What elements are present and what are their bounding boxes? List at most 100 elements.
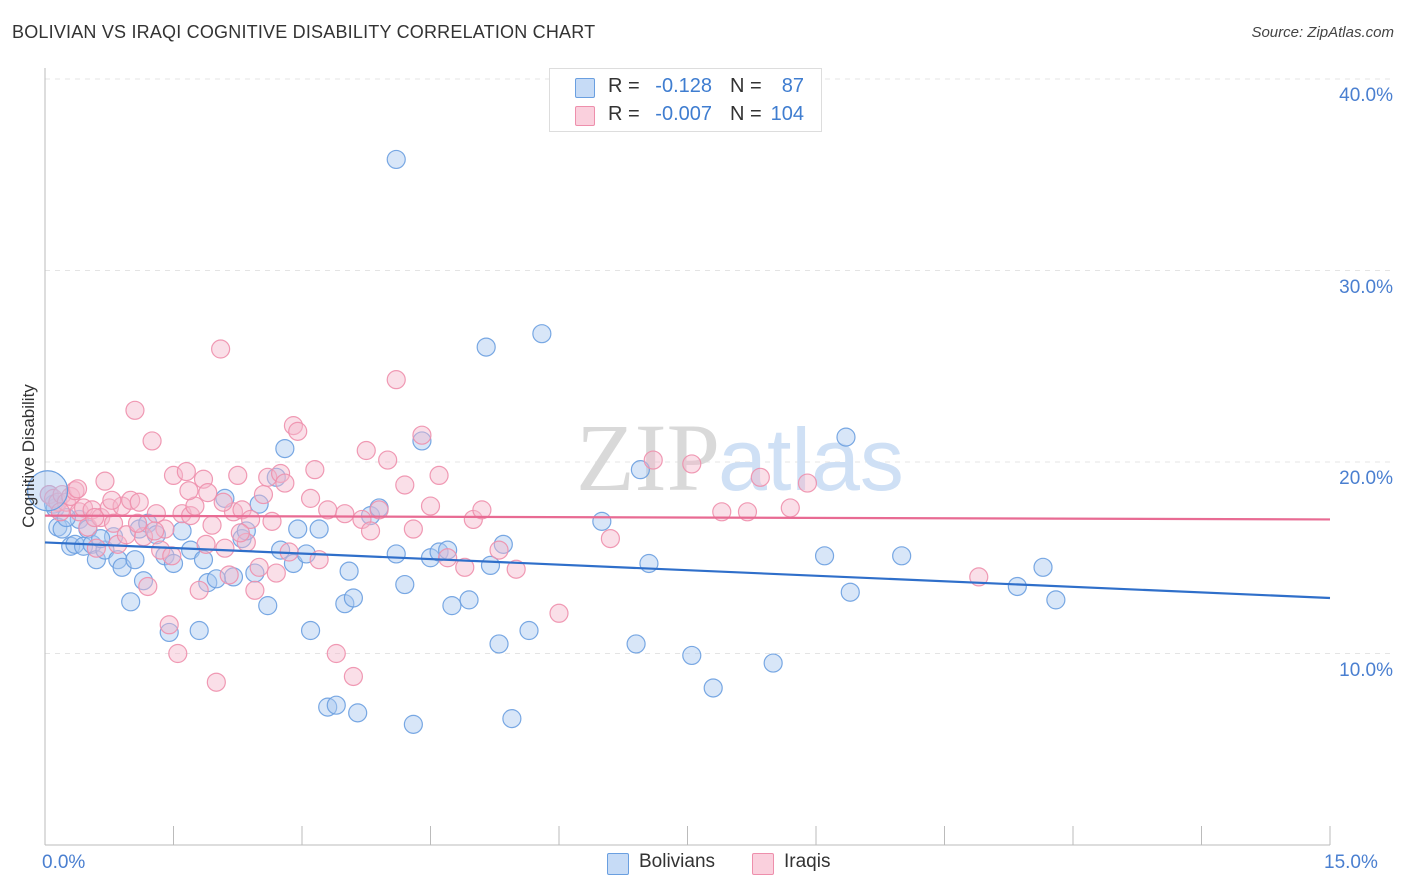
iraqi-point [472, 500, 492, 520]
bolivian-point [412, 431, 432, 451]
bolivian-trend-line [44, 541, 1331, 600]
bolivian-point [348, 703, 368, 723]
iraqi-point [489, 540, 509, 560]
trend-lines [44, 514, 1331, 600]
bolivian-point [592, 511, 612, 531]
bolivian-point [476, 337, 496, 357]
y-tick-label: 10.0% [1339, 659, 1393, 681]
iraqi-point [429, 465, 449, 486]
iraqi-point [67, 479, 88, 499]
iraqi-point [395, 475, 415, 495]
legend-r-label: R = [608, 103, 640, 125]
bolivian-point [763, 653, 783, 673]
bolivian-point [163, 553, 184, 574]
bolivian-point [836, 427, 856, 447]
iraqi-point [85, 507, 105, 528]
iraqi-point [712, 502, 732, 522]
bolivian-point [1007, 576, 1027, 597]
bolivian-point [703, 678, 723, 698]
iraqi-point [202, 515, 222, 535]
bolivian-point [125, 550, 145, 570]
bolivian-point [275, 438, 295, 459]
bolivian-point [258, 596, 278, 616]
iraqi-point [241, 509, 261, 530]
bolivian-point [1046, 590, 1066, 610]
iraqi-point [142, 431, 162, 451]
bolivian-point-large [26, 470, 69, 512]
iraqi-point [215, 538, 235, 558]
iraqi-point [168, 643, 188, 664]
bolivian-point [395, 574, 415, 595]
iraqi-point [369, 500, 389, 520]
iraqi-point [151, 540, 171, 560]
iraqi-point [125, 400, 145, 420]
bolivian-point [288, 519, 308, 539]
bolivian-point [386, 149, 406, 170]
watermark-atlas: atlas [718, 410, 904, 509]
watermark-zip: ZIP [576, 404, 720, 511]
bolivian-point [91, 528, 111, 549]
iraqi-point [249, 557, 269, 577]
bolivian-point [326, 695, 346, 715]
axes [44, 68, 1331, 846]
bolivian-point [121, 592, 141, 612]
bolivian-point [189, 620, 209, 641]
bottom-legend-swatch-bolivians [607, 853, 629, 875]
legend-n-label: N = [730, 103, 762, 125]
iraqi-point [780, 498, 800, 518]
chart-title: BOLIVIAN VS IRAQI COGNITIVE DISABILITY C… [12, 22, 596, 42]
bolivian-point [626, 634, 646, 654]
bolivian-point [300, 620, 321, 641]
bolivian-point [283, 553, 304, 574]
legend-row-bolivians: R = -0.128 N = 87 [550, 73, 821, 101]
legend-n-value: 87 [781, 75, 804, 97]
iraqi-point [549, 603, 569, 623]
iraqi-point [138, 576, 158, 597]
iraqi-point [335, 504, 355, 524]
iraqi-point [95, 471, 115, 491]
bolivian-point [630, 460, 650, 480]
iraqi-point [403, 519, 423, 539]
iraqi-point [455, 557, 475, 577]
bolivian-point [532, 324, 552, 344]
legend-n-label: N = [730, 75, 762, 97]
iraqi-point [300, 488, 321, 508]
bolivian-point [386, 544, 406, 564]
iraqi-point [386, 370, 406, 390]
legend: R = -0.128 N = 87 R = -0.007 N = 104 [549, 68, 822, 132]
bolivian-point [206, 569, 226, 589]
iraqi-point [682, 454, 702, 474]
iraqi-point [737, 502, 758, 522]
bolivian-point [343, 588, 363, 608]
iraqi-point [159, 615, 179, 635]
iraqi-point [360, 521, 381, 541]
iraqi-point [305, 460, 325, 480]
iraqi-point [600, 528, 621, 549]
bolivian-point [892, 546, 912, 566]
bolivian-point [1033, 557, 1053, 577]
bolivian-point [489, 634, 509, 654]
iraqi-point [378, 450, 398, 470]
x-tick-max: 15.0% [1324, 852, 1378, 873]
iraqi-point [127, 513, 148, 533]
iraqi-point [103, 513, 124, 533]
bolivian-point [193, 550, 214, 570]
iraqi-point [219, 565, 239, 585]
iraqi-point [412, 425, 432, 445]
data-points [26, 149, 1066, 734]
bolivian-point [442, 596, 462, 616]
bolivian-point [403, 714, 423, 734]
iraqi-point [262, 511, 282, 531]
bolivian-point [309, 519, 329, 539]
iraqi-point [750, 467, 770, 487]
iraqi-point [145, 521, 165, 541]
bottom-legend-label-iraqis: Iraqis [784, 851, 831, 872]
iraqi-point [198, 483, 218, 503]
iraqi-point [163, 465, 184, 486]
iraqi-point [506, 559, 526, 579]
legend-swatch-bolivians [575, 78, 595, 98]
iraqi-point [102, 490, 122, 510]
y-tick-label: 40.0% [1339, 85, 1393, 106]
bolivian-point [459, 590, 479, 610]
